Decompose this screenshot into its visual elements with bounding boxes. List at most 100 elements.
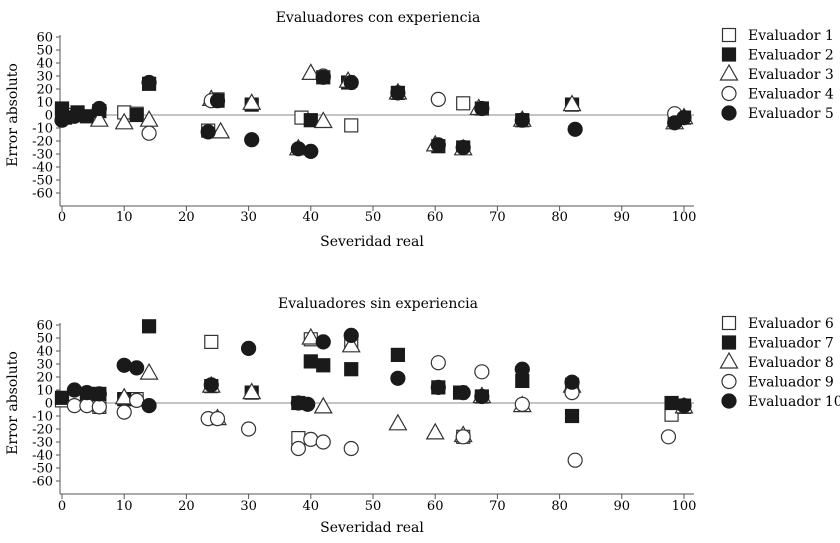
data-point	[430, 379, 446, 395]
x-tick-label: 0	[58, 210, 66, 225]
data-point	[316, 358, 331, 373]
chart-title: Evaluadores sin experiencia	[278, 296, 478, 312]
y-tick-label: 30	[36, 70, 53, 85]
data-point	[390, 370, 406, 386]
legend-marker	[721, 393, 737, 409]
data-point	[344, 118, 359, 133]
data-point	[89, 109, 109, 127]
data-point	[129, 107, 144, 123]
y-tick-label: -10	[32, 122, 53, 137]
data-point	[66, 108, 83, 124]
data-point	[343, 74, 359, 91]
x-axis-label: Severidad real	[320, 520, 424, 536]
x-tick-label: 20	[178, 499, 195, 514]
x-tick-label: 10	[116, 210, 133, 225]
data-point	[567, 452, 583, 468]
data-point	[390, 85, 406, 101]
data-point	[303, 143, 319, 159]
y-tick-label: 30	[36, 358, 53, 373]
y-tick-label: -20	[32, 423, 53, 438]
x-tick-label: 80	[551, 499, 568, 514]
data-point	[244, 132, 260, 148]
data-point	[290, 440, 306, 457]
y-tick-label: 10	[36, 96, 53, 111]
data-point	[660, 429, 677, 445]
data-point	[79, 398, 95, 414]
data-point	[344, 362, 359, 377]
y-axis-label: Error absoluto	[5, 351, 21, 455]
data-point	[676, 398, 692, 414]
x-tick-label: 80	[551, 210, 568, 225]
y-tick-label: -60	[32, 187, 53, 202]
y-tick-label: 40	[36, 57, 53, 72]
data-point	[456, 96, 471, 111]
data-point	[141, 398, 157, 414]
legend-marker	[721, 373, 737, 390]
legend-label: Evaluador 8	[748, 355, 834, 371]
data-point	[303, 431, 319, 447]
data-point	[430, 91, 446, 108]
data-point	[301, 327, 321, 345]
data-point	[203, 377, 219, 393]
y-tick-label: 50	[36, 44, 53, 59]
data-point	[388, 413, 408, 431]
data-point	[567, 121, 583, 137]
panel-bottom: Evaluadores sin experiencia6050403020100…	[5, 296, 840, 536]
x-tick-label: 90	[614, 210, 631, 225]
data-point	[141, 74, 157, 91]
data-point	[91, 386, 107, 402]
data-point	[315, 434, 331, 450]
x-tick-label: 70	[489, 210, 506, 225]
y-tick-label: -20	[32, 135, 53, 150]
legend-label: Evaluador 4	[748, 87, 834, 103]
x-tick-label: 10	[116, 499, 133, 514]
data-point	[315, 69, 331, 85]
y-tick-label: 20	[36, 83, 53, 98]
y-tick-label: -40	[32, 449, 53, 464]
x-tick-label: 40	[303, 210, 320, 225]
data-point	[514, 361, 530, 377]
legend-marker	[719, 351, 739, 369]
data-point	[474, 388, 490, 405]
data-point	[343, 440, 359, 457]
data-point	[300, 396, 316, 412]
data-point	[430, 137, 446, 153]
data-point	[313, 396, 333, 414]
data-point	[474, 364, 490, 380]
data-point	[315, 334, 331, 350]
y-axis-label: Error absoluto	[5, 63, 21, 167]
data-point	[562, 94, 582, 112]
data-point	[211, 121, 231, 139]
x-tick-label: 60	[427, 499, 444, 514]
series-3	[114, 327, 694, 443]
data-point	[676, 109, 692, 126]
data-point	[141, 125, 157, 141]
x-tick-label: 50	[365, 499, 382, 514]
y-tick-label: 10	[36, 384, 53, 399]
series-4	[66, 355, 677, 468]
data-point	[79, 385, 95, 401]
data-point	[116, 357, 132, 373]
legend-label: Evaluador 2	[748, 48, 834, 64]
x-tick-label: 100	[672, 210, 697, 225]
x-tick-label: 50	[365, 210, 382, 225]
y-tick-label: 0	[45, 397, 53, 412]
x-tick-label: 40	[303, 499, 320, 514]
data-point	[129, 360, 145, 376]
x-tick-label: 100	[672, 499, 697, 514]
data-point	[91, 100, 107, 117]
data-point	[242, 93, 262, 110]
legend-marker	[721, 85, 737, 102]
data-point	[303, 354, 318, 369]
data-point	[91, 399, 107, 415]
series-1	[54, 332, 692, 446]
data-point	[241, 340, 257, 356]
data-point	[564, 374, 580, 390]
data-point	[200, 124, 216, 140]
legend-marker	[719, 63, 739, 81]
series-5	[54, 69, 692, 159]
y-tick-label: -50	[32, 462, 53, 477]
data-point	[664, 395, 679, 411]
data-point	[79, 109, 94, 124]
